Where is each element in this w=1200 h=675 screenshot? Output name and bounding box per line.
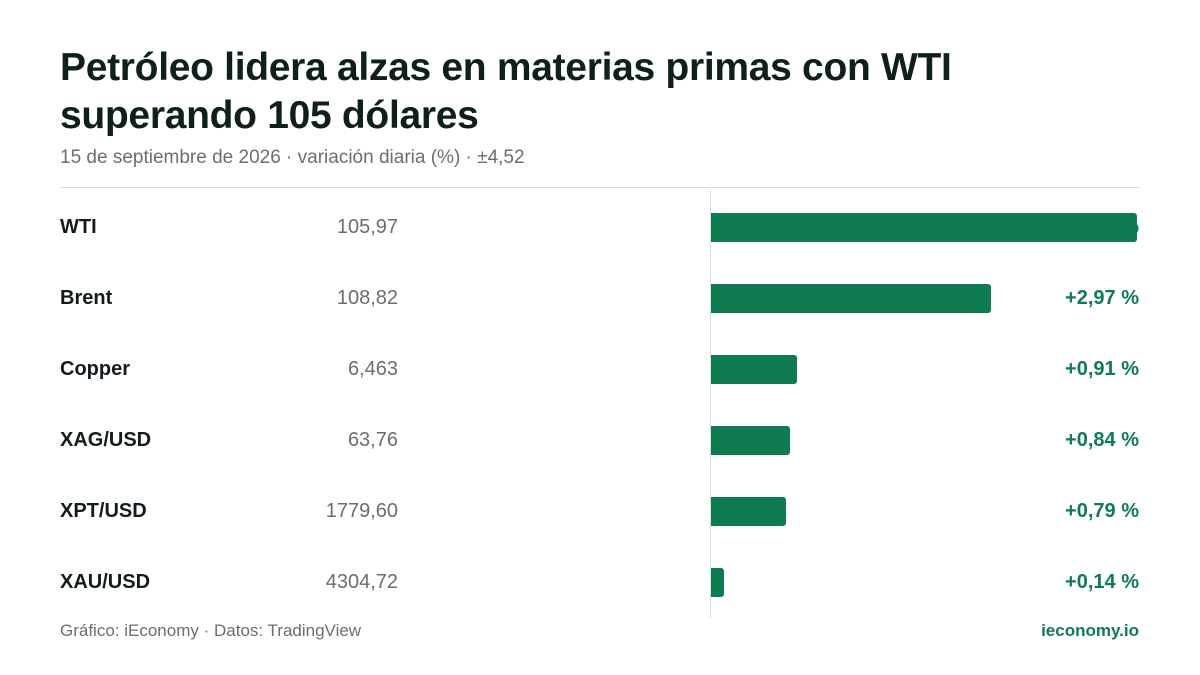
category-label: Brent	[60, 287, 113, 309]
category-label: XAG/USD	[60, 429, 152, 451]
change-label: +0,84 %	[1065, 429, 1139, 451]
price-label: 105,97	[336, 216, 398, 238]
chart-row: XAG/USD 63,76 +0,84 %	[0, 420, 1200, 460]
change-label: +4,52 %	[1065, 216, 1139, 238]
header-divider	[60, 187, 1140, 188]
bar	[711, 284, 991, 313]
source-credit: Gráfico: iEconomy · Datos: TradingView	[60, 621, 362, 640]
chart-row: XAU/USD 4304,72 +0,14 %	[0, 562, 1200, 602]
chart-row: Copper 6,463 +0,91 %	[0, 349, 1200, 389]
category-label: Copper	[60, 358, 130, 380]
brand-link[interactable]: ieconomy.io	[1041, 621, 1139, 640]
bar	[711, 568, 725, 597]
price-label: 6,463	[347, 358, 398, 380]
price-label: 108,82	[336, 287, 398, 309]
category-label: XPT/USD	[60, 500, 147, 522]
change-label: +0,79 %	[1065, 500, 1139, 522]
price-label: 4304,72	[325, 571, 398, 593]
bar	[711, 426, 791, 455]
price-label: 63,76	[347, 429, 398, 451]
bar	[711, 497, 786, 526]
category-label: WTI	[60, 216, 97, 238]
chart-subtitle: 15 de septiembre de 2026 · variación dia…	[60, 147, 525, 168]
bar	[711, 213, 1137, 242]
chart-row: Brent 108,82 +2,97 %	[0, 278, 1200, 318]
chart-row: WTI 105,97 +4,52 %	[0, 207, 1200, 247]
change-label: +0,91 %	[1065, 358, 1139, 380]
bar	[711, 355, 797, 384]
zero-axis-line	[710, 190, 711, 618]
price-label: 1779,60	[325, 500, 398, 522]
change-label: +2,97 %	[1065, 287, 1139, 309]
category-label: XAU/USD	[60, 571, 151, 593]
chart-row: XPT/USD 1779,60 +0,79 %	[0, 491, 1200, 531]
chart-title: Petróleo lidera alzas en materias primas…	[60, 46, 952, 137]
change-label: +0,14 %	[1065, 571, 1139, 593]
